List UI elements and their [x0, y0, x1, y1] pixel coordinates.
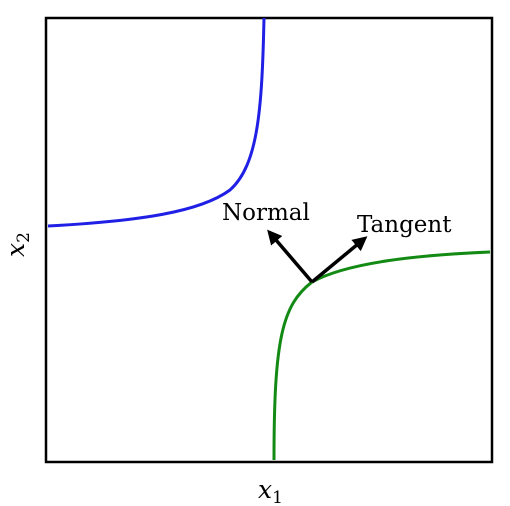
y-axis-label-sub: 2	[14, 232, 34, 243]
x-axis-label: x1	[258, 475, 283, 506]
y-axis-label: x2	[1, 232, 34, 257]
normal-arrow	[267, 229, 314, 284]
x-axis-label-base: x	[258, 475, 272, 504]
normal-label: Normal	[222, 200, 310, 226]
y-axis-label-base: x	[1, 243, 30, 257]
tangent-arrow	[310, 236, 368, 284]
lower-curve	[272, 250, 491, 461]
x-axis-label-sub: 1	[272, 488, 283, 506]
upper-curve	[47, 17, 266, 228]
tangent-label: Tangent	[357, 212, 452, 238]
plot-frame	[44, 16, 494, 464]
